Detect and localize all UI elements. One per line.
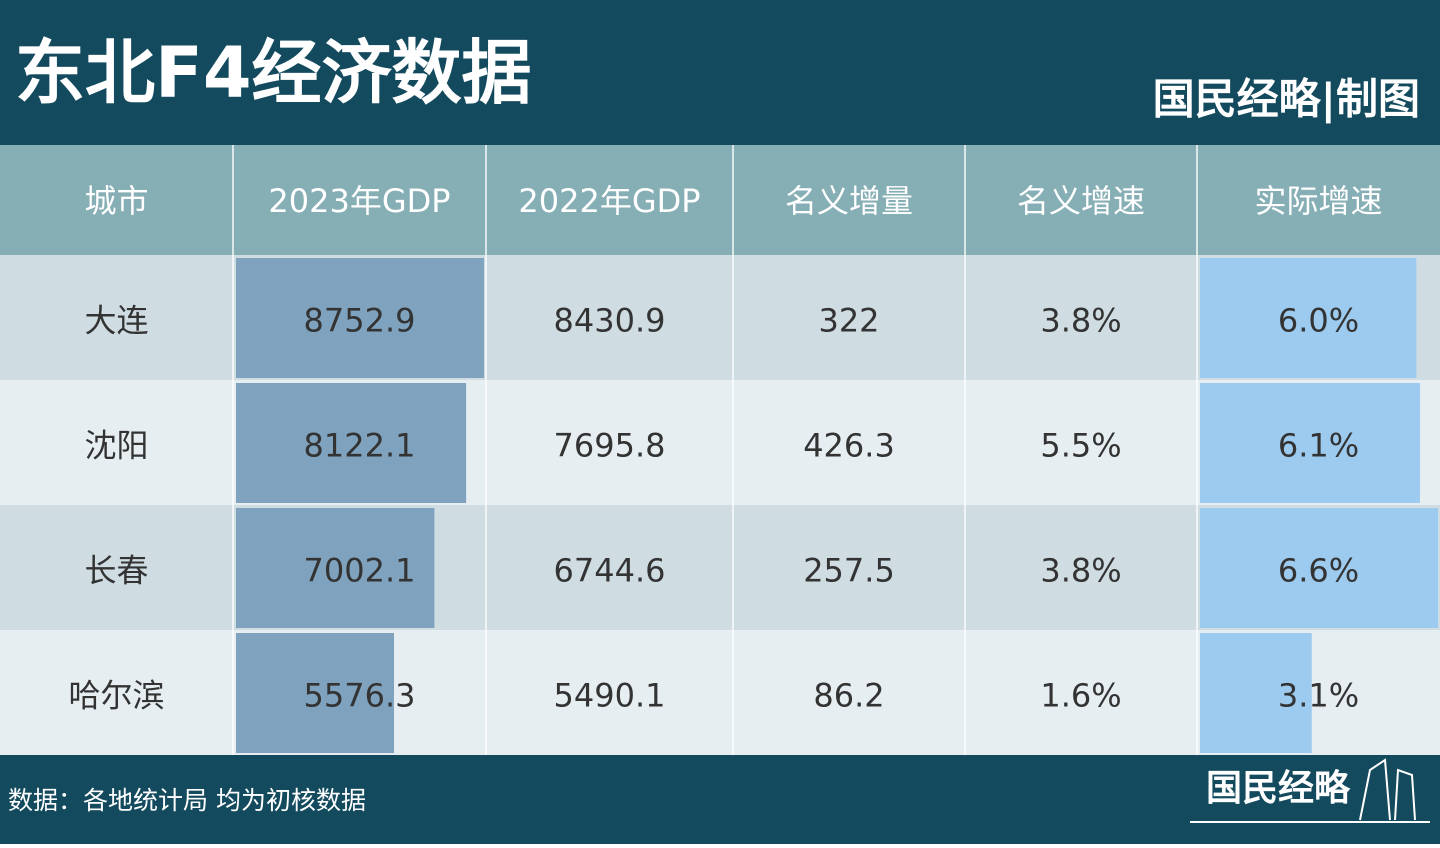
cell: 257.5: [803, 552, 895, 590]
cell: 6744.6: [554, 552, 666, 590]
cell: 8122.1: [304, 427, 416, 465]
data-bar: [236, 258, 484, 378]
logo-icon: [1190, 758, 1430, 823]
cell: 3.8%: [1040, 552, 1121, 590]
cell: 哈尔滨: [68, 677, 164, 715]
data-bar: [236, 633, 394, 753]
header-row-bg: [0, 145, 1440, 255]
title: 东北F4经济数据: [15, 32, 532, 114]
cell: 6.0%: [1278, 302, 1359, 340]
column-header: 城市: [84, 182, 148, 220]
source: 数据：各地统计局 均为初核数据: [8, 786, 366, 815]
data-bar: [1200, 633, 1312, 753]
cell: 7695.8: [554, 427, 666, 465]
column-header: 名义增量: [785, 182, 913, 220]
data-bar: [1200, 258, 1417, 378]
data-bar: [1200, 383, 1420, 503]
cell: 5490.1: [554, 677, 666, 715]
cell: 7002.1: [304, 552, 416, 590]
credit: 国民经略|制图: [1153, 75, 1420, 124]
footer-bg: [0, 755, 1440, 844]
logo: 国民经略: [1206, 768, 1351, 809]
cell: 8430.9: [554, 302, 666, 340]
header-bg: [0, 0, 1440, 145]
cell: 大连: [84, 302, 148, 340]
cell: 426.3: [803, 427, 895, 465]
cell: 6.1%: [1278, 427, 1359, 465]
cell: 86.2: [813, 677, 884, 715]
cell: 3.1%: [1278, 677, 1359, 715]
data-bar: [236, 508, 435, 628]
cell: 5576.3: [304, 677, 416, 715]
cell: 5.5%: [1040, 427, 1121, 465]
cell: 长春: [84, 552, 148, 590]
cell: 8752.9: [304, 302, 416, 340]
column-header: 实际增速: [1254, 182, 1382, 220]
column-header: 2023年GDP: [268, 182, 450, 220]
data-bar: [236, 383, 467, 503]
cell: 6.6%: [1278, 552, 1359, 590]
column-header: 2022年GDP: [518, 182, 700, 220]
cell: 322: [818, 302, 879, 340]
data-bar: [1200, 508, 1438, 628]
cell: 3.8%: [1040, 302, 1121, 340]
cell: 沈阳: [84, 427, 148, 465]
column-header: 名义增速: [1017, 182, 1145, 220]
cell: 1.6%: [1040, 677, 1121, 715]
